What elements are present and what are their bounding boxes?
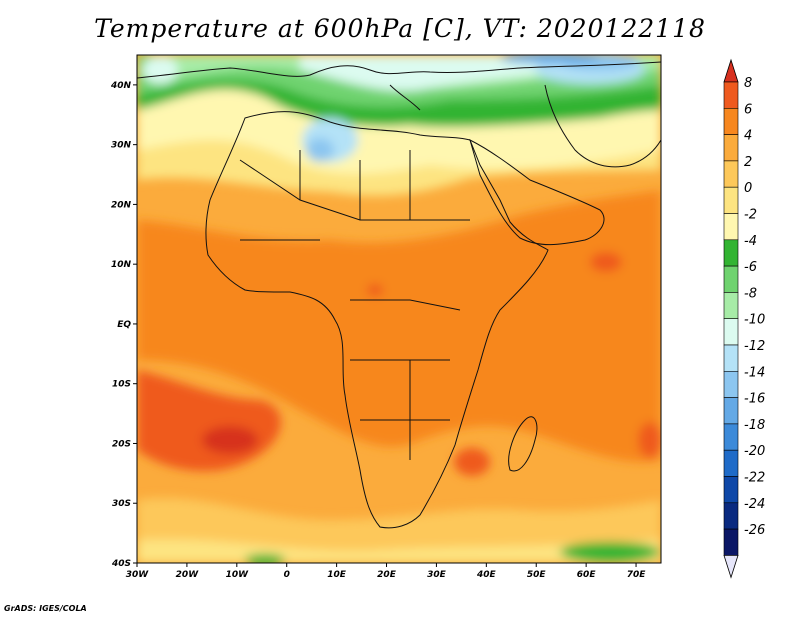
colorbar-segment [723,423,739,451]
map-title: Temperature at 600hPa [C], VT: 202012211… [94,14,706,43]
latitude-axis: 40N 30N 20N 10N EQ 10S 20S 30S 40S [110,81,137,569]
lat-tick-label: 40N [110,81,132,91]
colorbar-segment [723,502,739,530]
lon-tick-label: 30E [427,570,447,580]
colorbar-segment [723,186,739,214]
colorbar-segment [723,134,739,162]
colorbar-segment [723,528,739,556]
colorbar-segment [723,318,739,346]
lon-tick-label: 0 [284,570,290,580]
lon-tick-label: 30W [126,570,150,580]
colorbar-segment [723,108,739,135]
colorbar-segment [723,292,739,319]
colorbar: 8 6 4 2 0 -2 -4 -6 -8 -10 -12 -14 -16 -18 -20 -22 -24 -26 [723,58,765,579]
colorbar-label: 2 [744,155,752,170]
lon-tick-label: 70E [627,570,647,580]
lat-tick-label: 10N [111,260,132,270]
lat-tick-label: 30N [111,141,132,151]
colorbar-segment [723,265,739,293]
colorbar-label: -12 [744,339,765,354]
colorbar-label: -6 [744,260,757,275]
colorbar-label: 8 [744,76,752,91]
lat-tick-label: 20S [112,439,131,449]
colorbar-segment [723,213,739,241]
lon-tick-label: 10E [327,570,347,580]
colorbar-label: -14 [744,365,765,380]
colorbar-label: -10 [744,313,765,328]
colorbar-label: 0 [744,181,752,196]
colorbar-label: 6 [744,102,752,117]
lat-tick-label: 20N [111,200,132,210]
colorbar-label: -22 [744,471,765,486]
colorbar-segment [723,160,739,188]
colorbar-segment [723,81,739,109]
lat-tick-label: 30S [112,499,131,509]
colorbar-label: -2 [744,208,757,223]
colorbar-label: -26 [744,523,765,538]
colorbar-bottom-arrow [723,555,739,579]
temperature-field [137,55,661,563]
colorbar-segment [723,397,739,425]
colorbar-label: 4 [744,129,752,144]
colorbar-segment [723,344,739,372]
colorbar-top-arrow [723,58,739,83]
lat-tick-label: 10S [112,380,131,390]
colorbar-label: -8 [744,286,757,301]
colorbar-segment [723,239,739,267]
map-frame [136,54,662,564]
lon-tick-label: 40E [476,570,497,580]
credit-label: GrADS: IGES/COLA [4,604,87,613]
colorbar-label: -16 [744,392,765,407]
colorbar-segment [723,449,739,477]
colorbar-label: -20 [744,444,765,459]
colorbar-segment [723,370,739,398]
lon-tick-label: 50E [527,570,547,580]
colorbar-label: -4 [744,234,757,249]
colorbar-segment [723,476,739,504]
lon-tick-label: 10W [226,570,250,580]
lat-tick-label: EQ [117,320,131,330]
colorbar-label: -18 [744,418,765,433]
colorbar-label: -24 [744,497,765,512]
lat-tick-label: 40S [111,559,131,569]
longitude-axis: 30W 20W 10W 0 10E 20E 30E 40E 50E 60E 70E [126,563,646,580]
lon-tick-label: 60E [577,570,597,580]
lon-tick-label: 20E [377,570,397,580]
lon-tick-label: 20W [176,570,200,580]
